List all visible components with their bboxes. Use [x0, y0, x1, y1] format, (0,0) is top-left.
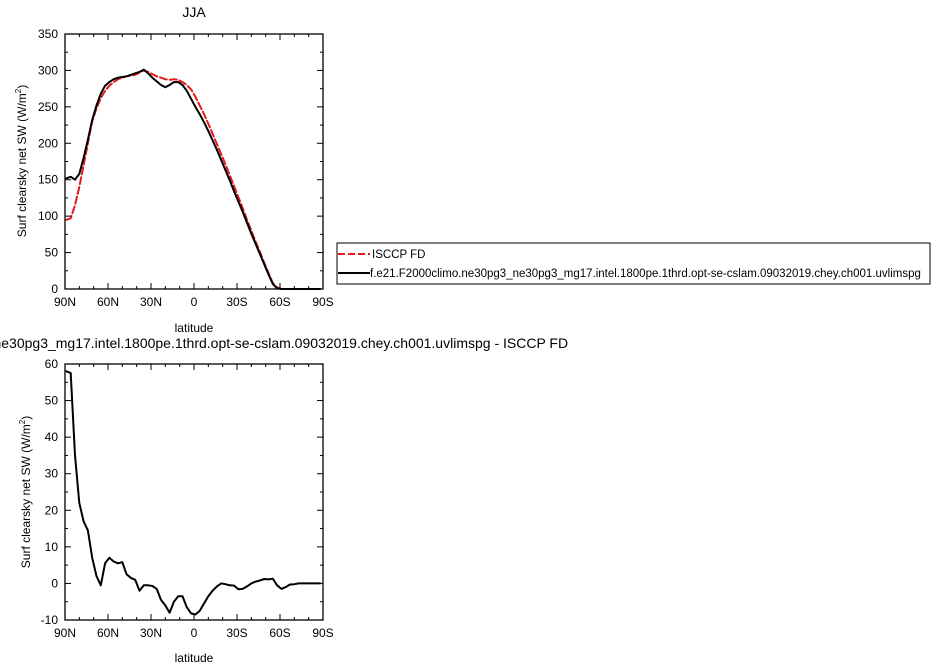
bottom-x-tick-label: 90S — [312, 626, 333, 640]
bottom-x-tick-label: 30N — [140, 626, 162, 640]
top-x-tick-label: 0 — [191, 295, 198, 309]
bottom-plot-frame — [64, 363, 324, 621]
bottom-y-tick-label: 40 — [45, 430, 59, 444]
bottom-y-tick-label: 10 — [45, 540, 59, 554]
bottom-y-axis-label: Surf clearsky net SW (W/m2) — [18, 416, 33, 568]
top-plot-frame — [64, 33, 324, 290]
bottom-y-axis-label-sup: 2 — [18, 419, 27, 424]
top-x-tick-label: 60N — [97, 295, 119, 309]
top-y-axis-label-sup: 2 — [14, 88, 23, 93]
bottom-y-tick-label: 60 — [45, 357, 59, 371]
bottom-panel: f.e21.F2000climo.ne30pg3_ne30pg3_mg17.in… — [0, 335, 568, 665]
top-series-line-1 — [65, 68, 322, 290]
top-chart-title: JJA — [182, 4, 206, 20]
legend-label-isccp: ISCCP FD — [372, 249, 425, 261]
top-y-tick-label: 200 — [38, 136, 58, 150]
bottom-x-tick-label: 60N — [97, 626, 119, 640]
top-y-tick-label: 50 — [45, 246, 59, 260]
top-y-tick-label: 100 — [38, 209, 58, 223]
legend-label-model: f.e21.F2000climo.ne30pg3_ne30pg3_mg17.in… — [370, 268, 921, 280]
top-x-tick-label: 90N — [54, 295, 76, 309]
bottom-series-layer — [65, 370, 322, 616]
bottom-chart-title: f.e21.F2000climo.ne30pg3_ne30pg3_mg17.in… — [0, 335, 568, 351]
top-x-tick-label: 60S — [269, 295, 290, 309]
top-y-tick-label: 250 — [38, 100, 58, 114]
top-x-tick-label: 30S — [226, 295, 247, 309]
top-y-tick-label: 350 — [38, 27, 58, 41]
top-y-axis-label-main: Surf clearsky net SW (W/m — [15, 93, 29, 237]
bottom-axes-layer: 90N 60N 30N 0 30S 60S 90S -10 0 10 20 30 40 50 60 — [41, 357, 334, 640]
bottom-x-tick-label: 0 — [191, 626, 198, 640]
top-y-tick-label: 0 — [51, 282, 58, 296]
top-x-tick-label: 30N — [140, 295, 162, 309]
top-y-tick-label: 150 — [38, 173, 58, 187]
top-y-axis-label-end: ) — [15, 85, 29, 89]
bottom-x-axis-label: latitude — [175, 651, 214, 665]
bottom-y-tick-label: 0 — [51, 576, 58, 590]
bottom-x-tick-label: 60S — [269, 626, 290, 640]
top-series-layer — [65, 68, 322, 290]
bottom-y-tick-label: 20 — [45, 503, 59, 517]
bottom-y-tick-label: -10 — [41, 613, 59, 627]
bottom-y-axis-label-main: Surf clearsky net SW (W/m — [19, 424, 33, 568]
top-y-tick-label: 300 — [38, 63, 58, 77]
bottom-series-line-0 — [65, 370, 322, 616]
bottom-x-tick-label: 30S — [226, 626, 247, 640]
top-x-tick-label: 90S — [312, 295, 333, 309]
bottom-y-tick-label: 30 — [45, 467, 59, 481]
legend: ISCCP FD f.e21.F2000climo.ne30pg3_ne30pg… — [336, 242, 931, 285]
bottom-x-tick-label: 90N — [54, 626, 76, 640]
bottom-y-tick-label: 50 — [45, 394, 59, 408]
top-panel: JJA 90N 60N 30N 0 30S 60S 90S 0 50 100 150 200 250 30… — [14, 4, 334, 335]
top-x-axis-label: latitude — [175, 321, 214, 335]
bottom-y-axis-label-end: ) — [19, 416, 33, 420]
legend-box — [336, 242, 931, 285]
top-axes-layer: 90N 60N 30N 0 30S 60S 90S 0 50 100 150 200 250 300 350 — [38, 27, 334, 309]
top-y-axis-label: Surf clearsky net SW (W/m2) — [14, 85, 29, 237]
